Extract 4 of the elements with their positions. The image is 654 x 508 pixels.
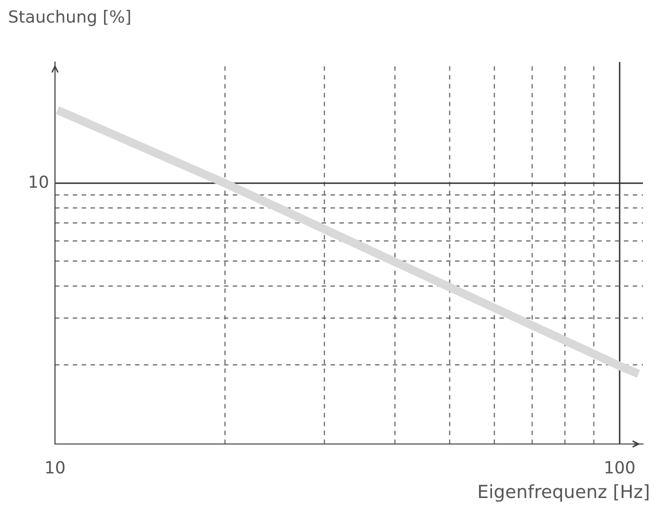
text: 10 [30, 175, 48, 188]
x-tick-label: 100 [606, 460, 634, 474]
x-axis-title: Eigenfrequenz [Hz] [479, 484, 648, 502]
text: Stauchung [%] [9, 10, 130, 26]
